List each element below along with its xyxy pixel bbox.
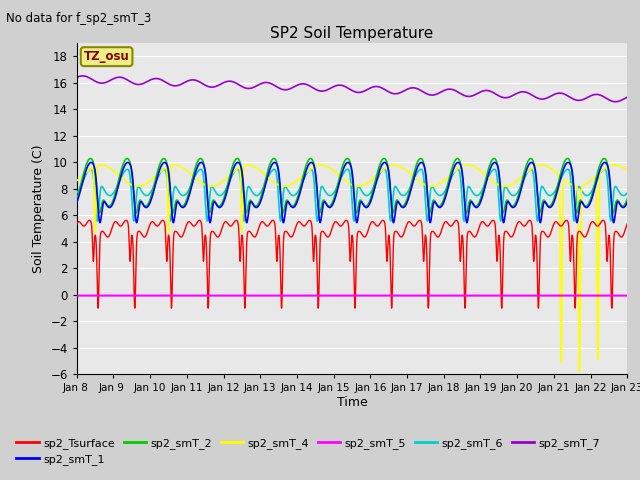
Legend: sp2_Tsurface, sp2_smT_1, sp2_smT_2, sp2_smT_4, sp2_smT_5, sp2_smT_6, sp2_smT_7: sp2_Tsurface, sp2_smT_1, sp2_smT_2, sp2_… bbox=[12, 433, 605, 469]
Text: TZ_osu: TZ_osu bbox=[84, 50, 129, 63]
Y-axis label: Soil Temperature (C): Soil Temperature (C) bbox=[32, 144, 45, 273]
Text: No data for f_sp2_smT_3: No data for f_sp2_smT_3 bbox=[6, 12, 152, 25]
X-axis label: Time: Time bbox=[337, 396, 367, 409]
Title: SP2 Soil Temperature: SP2 Soil Temperature bbox=[270, 25, 434, 41]
